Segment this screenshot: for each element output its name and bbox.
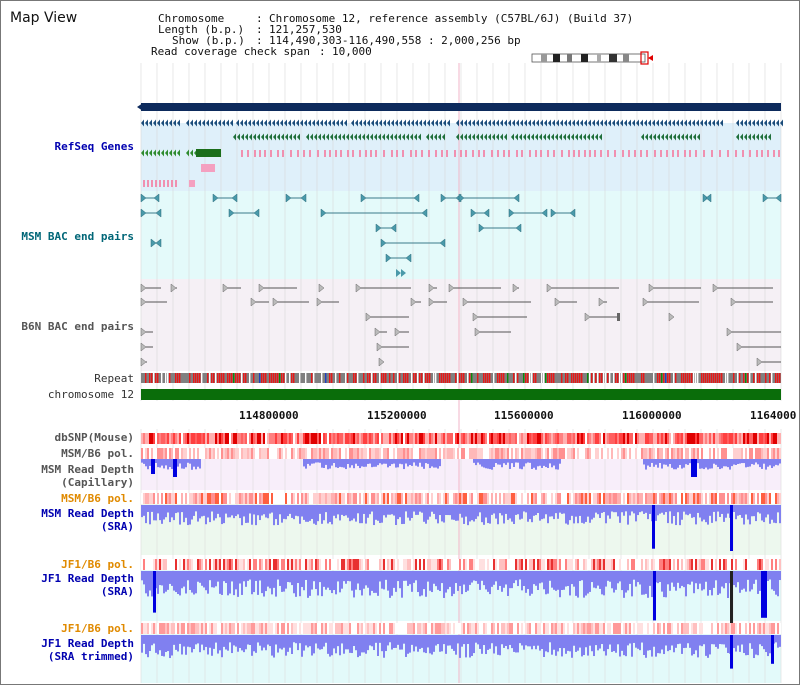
coverage-value: 10,000 xyxy=(332,45,372,58)
show-label: Show (b.p.) xyxy=(172,34,245,47)
jf1-pol-heat-strip-1 xyxy=(141,559,781,570)
axis-tick-label: 115200000 xyxy=(367,409,427,422)
msm-pol-heat-strip-2 xyxy=(141,493,781,504)
axis-tick-label: 114800000 xyxy=(239,409,299,422)
dbsnp-heat-strip xyxy=(141,433,781,444)
coverage-colon: : xyxy=(319,45,326,58)
show-colon: : xyxy=(256,34,263,47)
track-label-msm-pol-2[interactable]: MSM/B6 pol. xyxy=(61,492,134,505)
length-label: Length (b.p.) xyxy=(158,23,245,36)
track-label-jf1-depth-trim-2[interactable]: (SRA trimmed) xyxy=(47,650,134,663)
length-colon: : xyxy=(256,23,263,36)
b6n-bac-pairs xyxy=(140,283,781,367)
axis-tick-label: 115600000 xyxy=(494,409,554,422)
track-label-repeat: Repeat xyxy=(94,372,134,385)
axis-tick-label: 116000000 xyxy=(622,409,682,422)
msm-pol-heat-strip-1 xyxy=(141,448,781,459)
refseq-genes xyxy=(141,119,783,187)
track-label-jf1-depth-sra-2[interactable]: (SRA) xyxy=(100,585,134,598)
msm-bac-pairs xyxy=(140,193,782,277)
track-label-msm-depth-sra-1[interactable]: MSM Read Depth xyxy=(41,507,134,520)
length-value: 121,257,530 xyxy=(269,23,342,36)
chromosome-value: Chromosome 12, reference assembly (C57BL… xyxy=(269,12,634,25)
track-label-dbsnp[interactable]: dbSNP(Mouse) xyxy=(54,431,134,444)
track-label-jf1-pol-2[interactable]: JF1/B6 pol. xyxy=(61,622,134,635)
refseq-scale-bar xyxy=(141,103,781,111)
track-label-jf1-depth-trim-1[interactable]: JF1 Read Depth xyxy=(41,637,134,650)
coverage-label: Read coverage check span xyxy=(151,45,310,58)
jf1-depth-trim-bars xyxy=(141,635,781,669)
show-value: 114,490,303-116,490,558 : 2,000,256 bp xyxy=(269,34,521,47)
track-label-b6n-bac[interactable]: B6N BAC end pairs xyxy=(21,320,134,333)
chromosome-colon: : xyxy=(256,12,263,25)
track-label-refseq[interactable]: RefSeq Genes xyxy=(54,140,134,153)
track-label-msm-depth-capillary-1[interactable]: MSM Read Depth xyxy=(41,463,134,476)
msm-depth-sra-bars xyxy=(141,505,781,551)
track-label-msm-pol-1[interactable]: MSM/B6 pol. xyxy=(61,447,134,460)
track-label-jf1-pol-1[interactable]: JF1/B6 pol. xyxy=(61,558,134,571)
chromosome-bar xyxy=(141,389,781,400)
track-label-msm-depth-sra-2[interactable]: (SRA) xyxy=(100,520,134,533)
scroll-left-arrow xyxy=(137,103,143,111)
chromosome-ideogram xyxy=(531,51,653,65)
jf1-depth-sra-bars xyxy=(141,571,781,623)
repeat-track xyxy=(141,373,781,383)
axis-tick-label: 1164000 xyxy=(750,409,797,422)
chromosome-label: Chromosome xyxy=(158,12,225,25)
track-label-msm-depth-capillary-2[interactable]: (Capillary) xyxy=(61,476,134,489)
msm-depth-capillary-bars xyxy=(141,459,781,477)
track-label-chromosome: chromosome 12 xyxy=(47,388,134,401)
jf1-pol-heat-strip-2 xyxy=(141,623,781,634)
track-label-msm-bac[interactable]: MSM BAC end pairs xyxy=(21,230,134,243)
track-label-jf1-depth-sra-1[interactable]: JF1 Read Depth xyxy=(41,572,134,585)
page-title: Map View xyxy=(10,10,78,26)
